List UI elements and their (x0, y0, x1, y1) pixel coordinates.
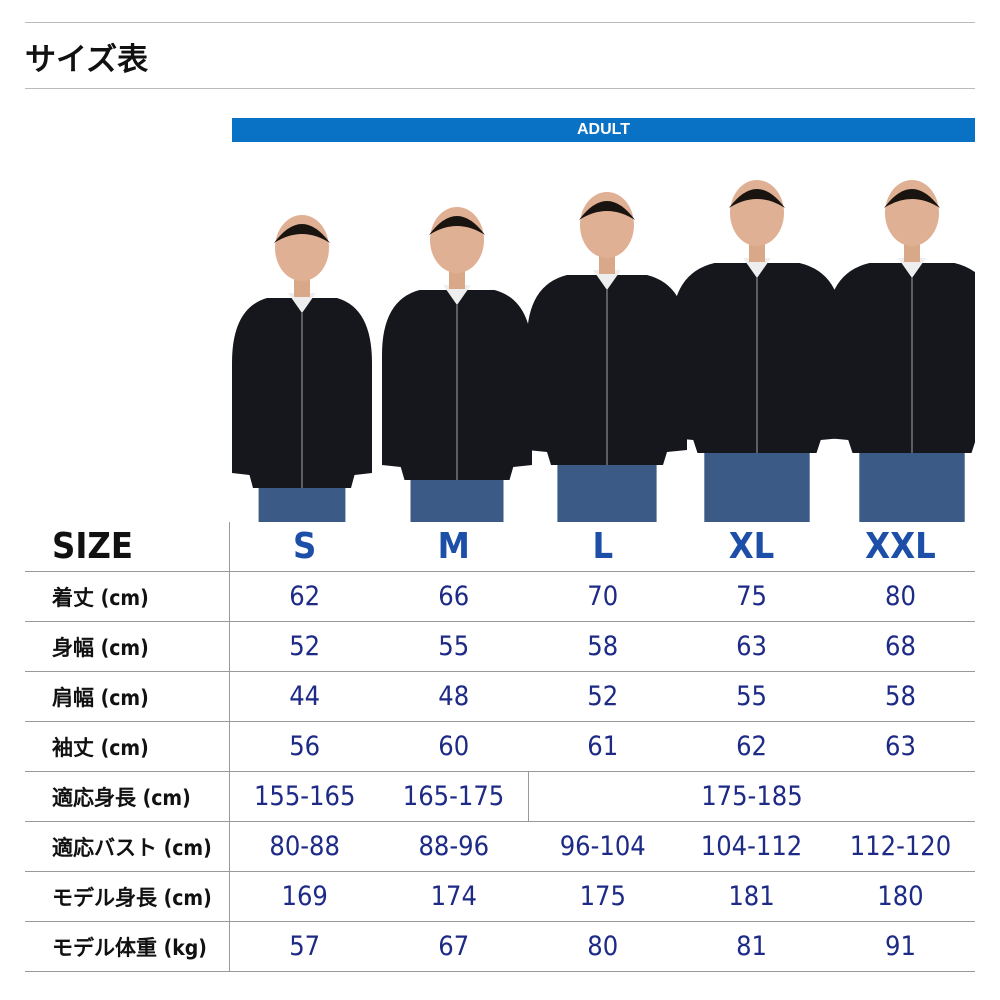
row-label: 着丈 (cm) (25, 571, 231, 622)
row-label: 身幅 (cm) (25, 621, 231, 672)
cell-value: 169 (229, 871, 380, 922)
size-s: S (229, 522, 380, 572)
row-label: モデル身長 (cm) (25, 871, 231, 922)
cell-value: 75 (677, 571, 826, 622)
cell-value: 80 (528, 921, 678, 972)
model-figure (232, 215, 372, 522)
cell-value: 61 (528, 721, 678, 772)
adult-band: ADULT (232, 118, 975, 142)
table-row: 肩幅 (cm) 44 48 52 55 58 (25, 671, 975, 722)
cell-value: 155-165 (229, 771, 380, 822)
cell-value: 58 (528, 621, 678, 672)
cell-value: 63 (677, 621, 826, 672)
cell-value: 63 (825, 721, 975, 772)
cell-value: 57 (229, 921, 380, 972)
size-table: SIZE S M L XL XXL 着丈 (cm) 62 66 70 75 80 身幅 (c… (25, 522, 975, 972)
cell-value: 68 (825, 621, 975, 672)
row-label: 適応バスト (cm) (25, 821, 231, 872)
model-figure (527, 192, 687, 522)
cell-value: 44 (229, 671, 380, 722)
cell-value: 48 (379, 671, 529, 722)
cell-value: 67 (379, 921, 529, 972)
model-figure (672, 180, 842, 522)
cell-value: 62 (229, 571, 380, 622)
row-label: 適応身長 (cm) (25, 771, 231, 822)
top-divider (25, 22, 975, 23)
model-figure (382, 207, 532, 522)
cell-value: 52 (229, 621, 380, 672)
cell-value: 52 (528, 671, 678, 722)
size-header-row: SIZE S M L XL XXL (25, 522, 975, 572)
size-m: M (379, 522, 529, 572)
cell-value: 56 (229, 721, 380, 772)
table-row: モデル体重 (kg) 57 67 80 81 91 (25, 921, 975, 972)
cell-value: 112-120 (825, 821, 975, 872)
cell-value: 66 (379, 571, 529, 622)
size-xxl: XXL (825, 522, 975, 572)
cell-value: 70 (528, 571, 678, 622)
cell-value: 62 (677, 721, 826, 772)
table-row: 身幅 (cm) 52 55 58 63 68 (25, 621, 975, 672)
table-row: 袖丈 (cm) 56 60 61 62 63 (25, 721, 975, 772)
cell-value: 175 (528, 871, 678, 922)
cell-value: 81 (677, 921, 826, 972)
cell-value: 55 (677, 671, 826, 722)
cell-value: 180 (825, 871, 975, 922)
cell-value: 58 (825, 671, 975, 722)
cell-value: 60 (379, 721, 529, 772)
table-row: 適応バスト (cm) 80-88 88-96 96-104 104-112 112-120 (25, 821, 975, 872)
cell-value: 80 (825, 571, 975, 622)
cell-value: 88-96 (379, 821, 529, 872)
size-header-label: SIZE (25, 522, 231, 572)
table-row: モデル身長 (cm) 169 174 175 181 180 (25, 871, 975, 922)
cell-value: 181 (677, 871, 826, 922)
cell-value: 91 (825, 921, 975, 972)
cell-value: 104-112 (677, 821, 826, 872)
cell-value-merged: 175-185 (528, 771, 975, 822)
model-figure (827, 180, 975, 522)
cell-value: 96-104 (528, 821, 678, 872)
table-row: 適応身長 (cm) 155-165 165-175 175-185 (25, 771, 975, 822)
row-label: モデル体重 (kg) (25, 921, 231, 972)
title-divider (25, 88, 975, 89)
row-label: 肩幅 (cm) (25, 671, 231, 722)
size-l: L (528, 522, 678, 572)
size-xl: XL (677, 522, 826, 572)
page-title: サイズ表 (25, 42, 149, 77)
model-photos (232, 180, 975, 522)
cell-value: 80-88 (229, 821, 380, 872)
cell-value: 55 (379, 621, 529, 672)
cell-value: 174 (379, 871, 529, 922)
row-label: 袖丈 (cm) (25, 721, 231, 772)
table-row: 着丈 (cm) 62 66 70 75 80 (25, 571, 975, 622)
cell-value: 165-175 (379, 771, 529, 822)
